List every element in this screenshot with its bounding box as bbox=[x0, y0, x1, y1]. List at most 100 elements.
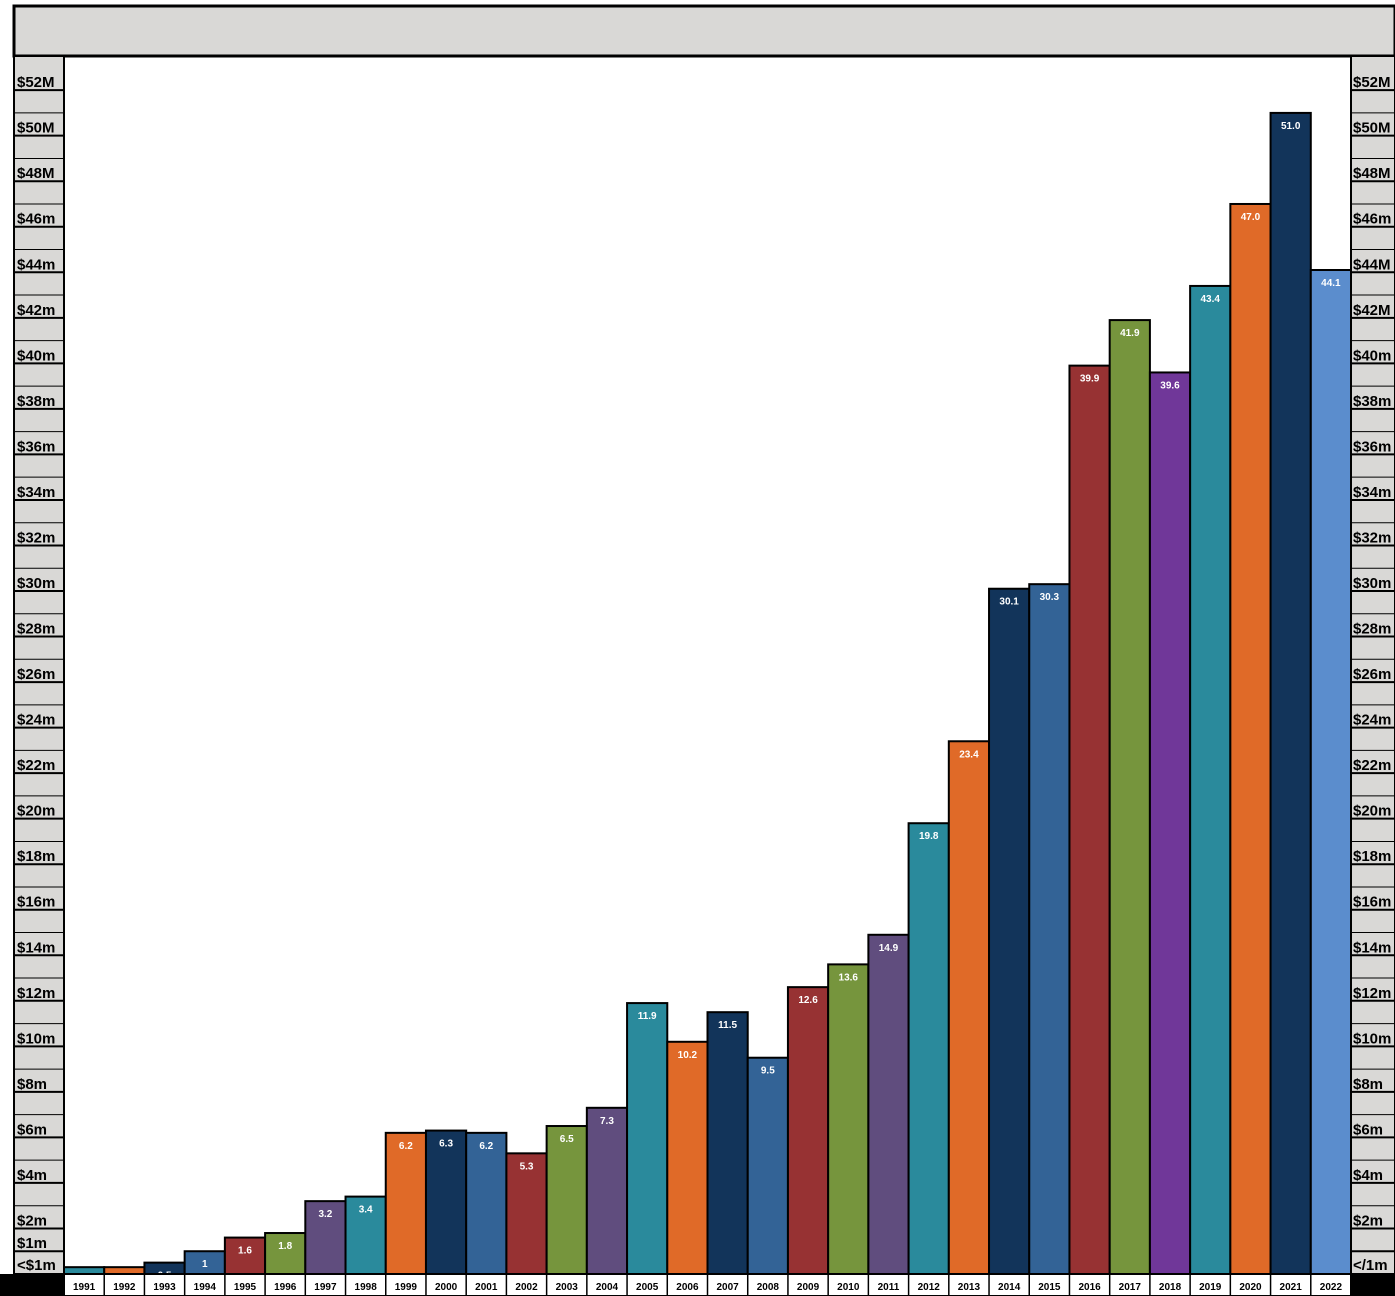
bar bbox=[1068, 364, 1111, 1275]
bar-value-label: 6.5 bbox=[560, 1134, 574, 1145]
bar-value-label: 9.5 bbox=[761, 1066, 775, 1077]
bar bbox=[827, 963, 870, 1275]
right-tick-label: $44M bbox=[1353, 256, 1391, 273]
right-tick-label: $28m bbox=[1353, 621, 1391, 638]
bar-value-label: 11.5 bbox=[718, 1020, 737, 1031]
year-label: 2000 bbox=[435, 1282, 458, 1293]
left-tick-label: $34m bbox=[17, 484, 55, 501]
right-tick-label: $30m bbox=[1353, 575, 1391, 592]
bar-value-label: 30.1 bbox=[999, 597, 1019, 608]
year-label: 2021 bbox=[1280, 1282, 1303, 1293]
left-tick-label: $4m bbox=[17, 1167, 47, 1184]
year-label: 2006 bbox=[676, 1282, 699, 1293]
year-label: 2014 bbox=[998, 1282, 1021, 1293]
bar-value-label: 7.3 bbox=[600, 1116, 614, 1127]
left-tick-label: $28m bbox=[17, 621, 55, 638]
year-label: 1996 bbox=[274, 1282, 297, 1293]
left-tick-label: $12m bbox=[17, 985, 55, 1002]
year-label: 1995 bbox=[234, 1282, 257, 1293]
bar bbox=[384, 1131, 427, 1276]
left-tick-label: <$1m bbox=[17, 1257, 56, 1274]
bar-value-label: 39.9 bbox=[1080, 374, 1100, 385]
bar-value-label: 23.4 bbox=[959, 749, 979, 760]
right-tick-label: $16m bbox=[1353, 894, 1391, 911]
bar-value-label: 10.2 bbox=[678, 1050, 698, 1061]
left-tick-label: $20m bbox=[17, 803, 55, 820]
right-tick-label: $38m bbox=[1353, 393, 1391, 410]
right-tick-label: $34m bbox=[1353, 484, 1391, 501]
year-label: 1999 bbox=[395, 1282, 418, 1293]
right-tick-label: $2m bbox=[1353, 1212, 1383, 1229]
bar bbox=[1108, 319, 1151, 1275]
bar-value-label: 1.8 bbox=[278, 1241, 292, 1252]
year-label: 2016 bbox=[1078, 1282, 1101, 1293]
year-label: 1994 bbox=[194, 1282, 217, 1293]
right-tick-label: $32m bbox=[1353, 529, 1391, 546]
left-tick-label: $40m bbox=[17, 347, 55, 364]
right-tick-label: $6m bbox=[1353, 1121, 1383, 1138]
left-tick-label: $6m bbox=[17, 1121, 47, 1138]
right-tick-label: $46m bbox=[1353, 211, 1391, 228]
bar-value-label: 3.4 bbox=[359, 1205, 373, 1216]
right-tick-label: $26m bbox=[1353, 666, 1391, 683]
bar bbox=[786, 986, 830, 1275]
left-tick-label: $52M bbox=[17, 74, 55, 91]
left-tick-label: $38m bbox=[17, 393, 55, 410]
left-tick-label: $1m bbox=[17, 1235, 47, 1252]
bar-value-label: 30.3 bbox=[1040, 592, 1060, 603]
bar bbox=[626, 1002, 669, 1275]
left-tick-label: $46m bbox=[17, 211, 55, 228]
right-tick-label: $36m bbox=[1353, 438, 1391, 455]
bar bbox=[545, 1125, 588, 1275]
right-tick-label: $42M bbox=[1353, 302, 1391, 319]
right-tick-label: </1m bbox=[1353, 1257, 1388, 1274]
bar bbox=[1269, 111, 1312, 1275]
right-tick-label: $4m bbox=[1353, 1167, 1383, 1184]
year-label: 2009 bbox=[797, 1282, 820, 1293]
bar-value-label: 1.6 bbox=[238, 1246, 252, 1257]
y-axis-ticks: <$1m </1m $1m $2m $2m $4m $4m $6m $6m $8m $8m $10m $… bbox=[14, 74, 1395, 1275]
bar-value-label: 13.6 bbox=[839, 972, 859, 983]
bar-value-label: 43.4 bbox=[1201, 294, 1221, 305]
bar bbox=[264, 1232, 307, 1275]
year-label: 1992 bbox=[113, 1282, 136, 1293]
year-label: 2011 bbox=[878, 1282, 900, 1293]
bar bbox=[585, 1106, 629, 1276]
year-label: 2003 bbox=[556, 1282, 579, 1293]
year-label: 2012 bbox=[918, 1282, 941, 1293]
year-label: 2010 bbox=[837, 1282, 860, 1293]
bar-value-label: 11.9 bbox=[638, 1011, 657, 1022]
year-label: 2007 bbox=[716, 1282, 739, 1293]
bar bbox=[947, 740, 991, 1275]
year-label: 2015 bbox=[1038, 1282, 1061, 1293]
bar-value-label: 44.1 bbox=[1321, 278, 1341, 289]
bottom-left-corner bbox=[0, 1274, 64, 1296]
bar-value-label: 19.8 bbox=[919, 831, 939, 842]
year-label: 2017 bbox=[1119, 1282, 1142, 1293]
right-tick-label: $52M bbox=[1353, 74, 1391, 91]
bar-value-label: 1 bbox=[202, 1259, 208, 1270]
right-tick-label: $22m bbox=[1353, 757, 1391, 774]
bar bbox=[304, 1200, 347, 1276]
year-label: 2018 bbox=[1159, 1282, 1182, 1293]
year-label: 2022 bbox=[1320, 1282, 1343, 1293]
year-label: 1991 bbox=[73, 1282, 96, 1293]
bar-value-label: 41.9 bbox=[1120, 328, 1140, 339]
bar-value-label: 6.2 bbox=[399, 1141, 413, 1152]
bar bbox=[746, 1056, 789, 1275]
bar bbox=[1148, 371, 1192, 1275]
year-label: 2013 bbox=[958, 1282, 981, 1293]
right-tick-label: $10m bbox=[1353, 1030, 1391, 1047]
left-tick-label: $18m bbox=[17, 848, 55, 865]
bar-value-label: 6.3 bbox=[439, 1139, 453, 1150]
bar bbox=[1028, 583, 1071, 1275]
bar-value-label: 5.3 bbox=[520, 1161, 534, 1172]
bar bbox=[63, 1266, 106, 1275]
left-tick-label: $30m bbox=[17, 575, 55, 592]
left-tick-label: $2m bbox=[17, 1212, 47, 1229]
year-label: 2001 bbox=[475, 1282, 498, 1293]
year-label: 2008 bbox=[757, 1282, 780, 1293]
bar bbox=[103, 1266, 146, 1275]
